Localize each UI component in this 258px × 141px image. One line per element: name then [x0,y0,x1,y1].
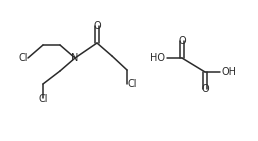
Text: N: N [71,53,79,63]
Text: Cl: Cl [128,79,138,89]
Text: HO: HO [150,53,165,63]
Text: O: O [93,21,101,31]
Text: OH: OH [222,67,237,77]
Text: O: O [178,36,186,46]
Text: Cl: Cl [38,94,48,104]
Text: Cl: Cl [19,53,28,63]
Text: O: O [201,84,209,94]
